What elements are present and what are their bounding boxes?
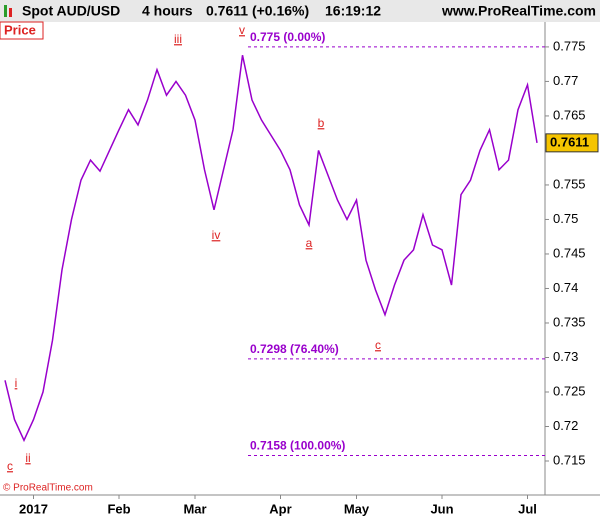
y-tick-label: 0.745 [553,245,586,260]
icon [9,8,12,17]
y-tick-label: 0.715 [553,452,586,467]
y-tick-label: 0.735 [553,314,586,329]
last-price-label: 0.7611 [550,134,589,149]
header-bar [0,0,600,22]
y-tick-label: 0.775 [553,38,586,53]
copyright: © ProRealTime.com [3,483,93,494]
wave-label: a [306,236,313,250]
x-tick-label: Jul [518,501,537,516]
wave-label: v [239,23,245,37]
wave-label: c [7,459,13,473]
site: www.ProRealTime.com [441,3,596,19]
y-tick-label: 0.75 [553,211,578,226]
x-tick-label: Feb [107,501,130,516]
wave-label: i [15,376,18,390]
level-label: 0.7158 (100.00%) [250,439,345,453]
y-tick-label: 0.725 [553,383,586,398]
y-tick-label: 0.755 [553,176,586,191]
x-tick-label: Mar [183,501,206,516]
y-tick-label: 0.73 [553,349,578,364]
time: 16:19:12 [325,3,381,19]
wave-label: b [318,116,325,130]
x-tick-label: Jun [430,501,453,516]
level-label: 0.7298 (76.40%) [250,342,339,356]
x-tick-label: 2017 [19,501,48,516]
level-label: 0.775 (0.00%) [250,30,325,44]
y-tick-label: 0.72 [553,418,578,433]
y-tick-label: 0.74 [553,280,578,295]
x-tick-label: May [344,501,370,516]
timeframe: 4 hours [142,3,193,19]
wave-label: iv [212,228,221,242]
wave-label: iii [174,32,182,46]
x-tick-label: Apr [269,501,291,516]
y-tick-label: 0.77 [553,73,578,88]
series-tag [0,21,44,40]
last-price-box [545,133,599,153]
y-tick-label: 0.765 [553,107,586,122]
quote: 0.7611 (+0.16%) [206,3,309,19]
instrument: Spot AUD/USD [22,3,120,19]
series-name: Price [4,22,36,37]
price-line [4,55,538,443]
wave-label: ii [25,451,30,465]
icon [4,5,7,17]
wave-label: c [375,338,381,352]
